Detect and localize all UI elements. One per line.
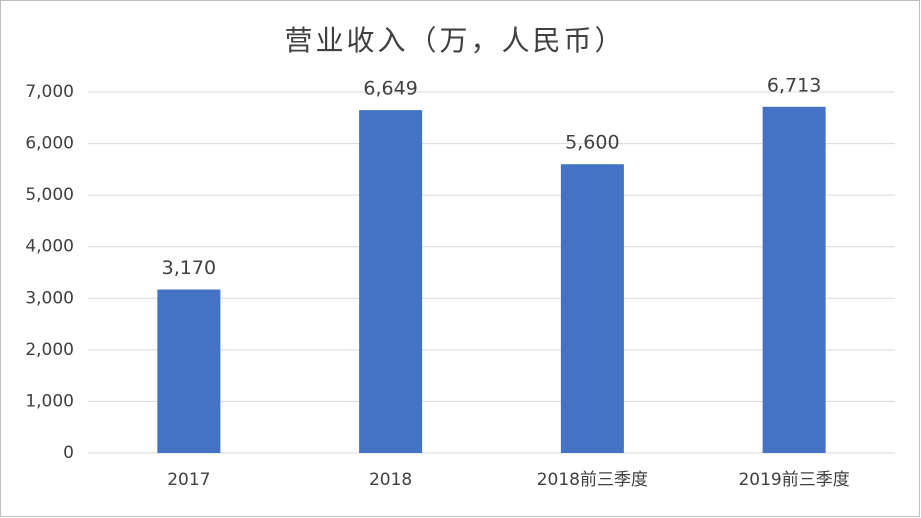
y-tick-label: 6,000 [25,134,74,154]
y-tick-label: 4,000 [25,237,74,257]
bar [359,110,423,454]
y-tick-label: 3,000 [25,288,74,308]
x-tick-label: 2019前三季度 [738,470,849,490]
x-tick-label: 2018前三季度 [537,470,648,490]
bar [560,164,624,453]
y-tick-label: 2,000 [25,340,74,360]
y-tick-label: 7,000 [25,82,74,102]
y-tick-label: 5,000 [25,185,74,205]
value-label: 6,649 [363,78,417,100]
value-label: 6,713 [767,74,821,96]
y-tick-label: 0 [63,443,74,463]
bar [762,106,826,454]
value-label: 5,600 [565,132,619,154]
chart-title: 营业收入（万，人民币） [284,24,625,57]
value-label: 3,170 [162,257,216,279]
x-tick-label: 2018 [369,470,412,490]
x-tick-label: 2017 [167,470,210,490]
y-tick-label: 1,000 [25,391,74,411]
bar [157,289,221,453]
